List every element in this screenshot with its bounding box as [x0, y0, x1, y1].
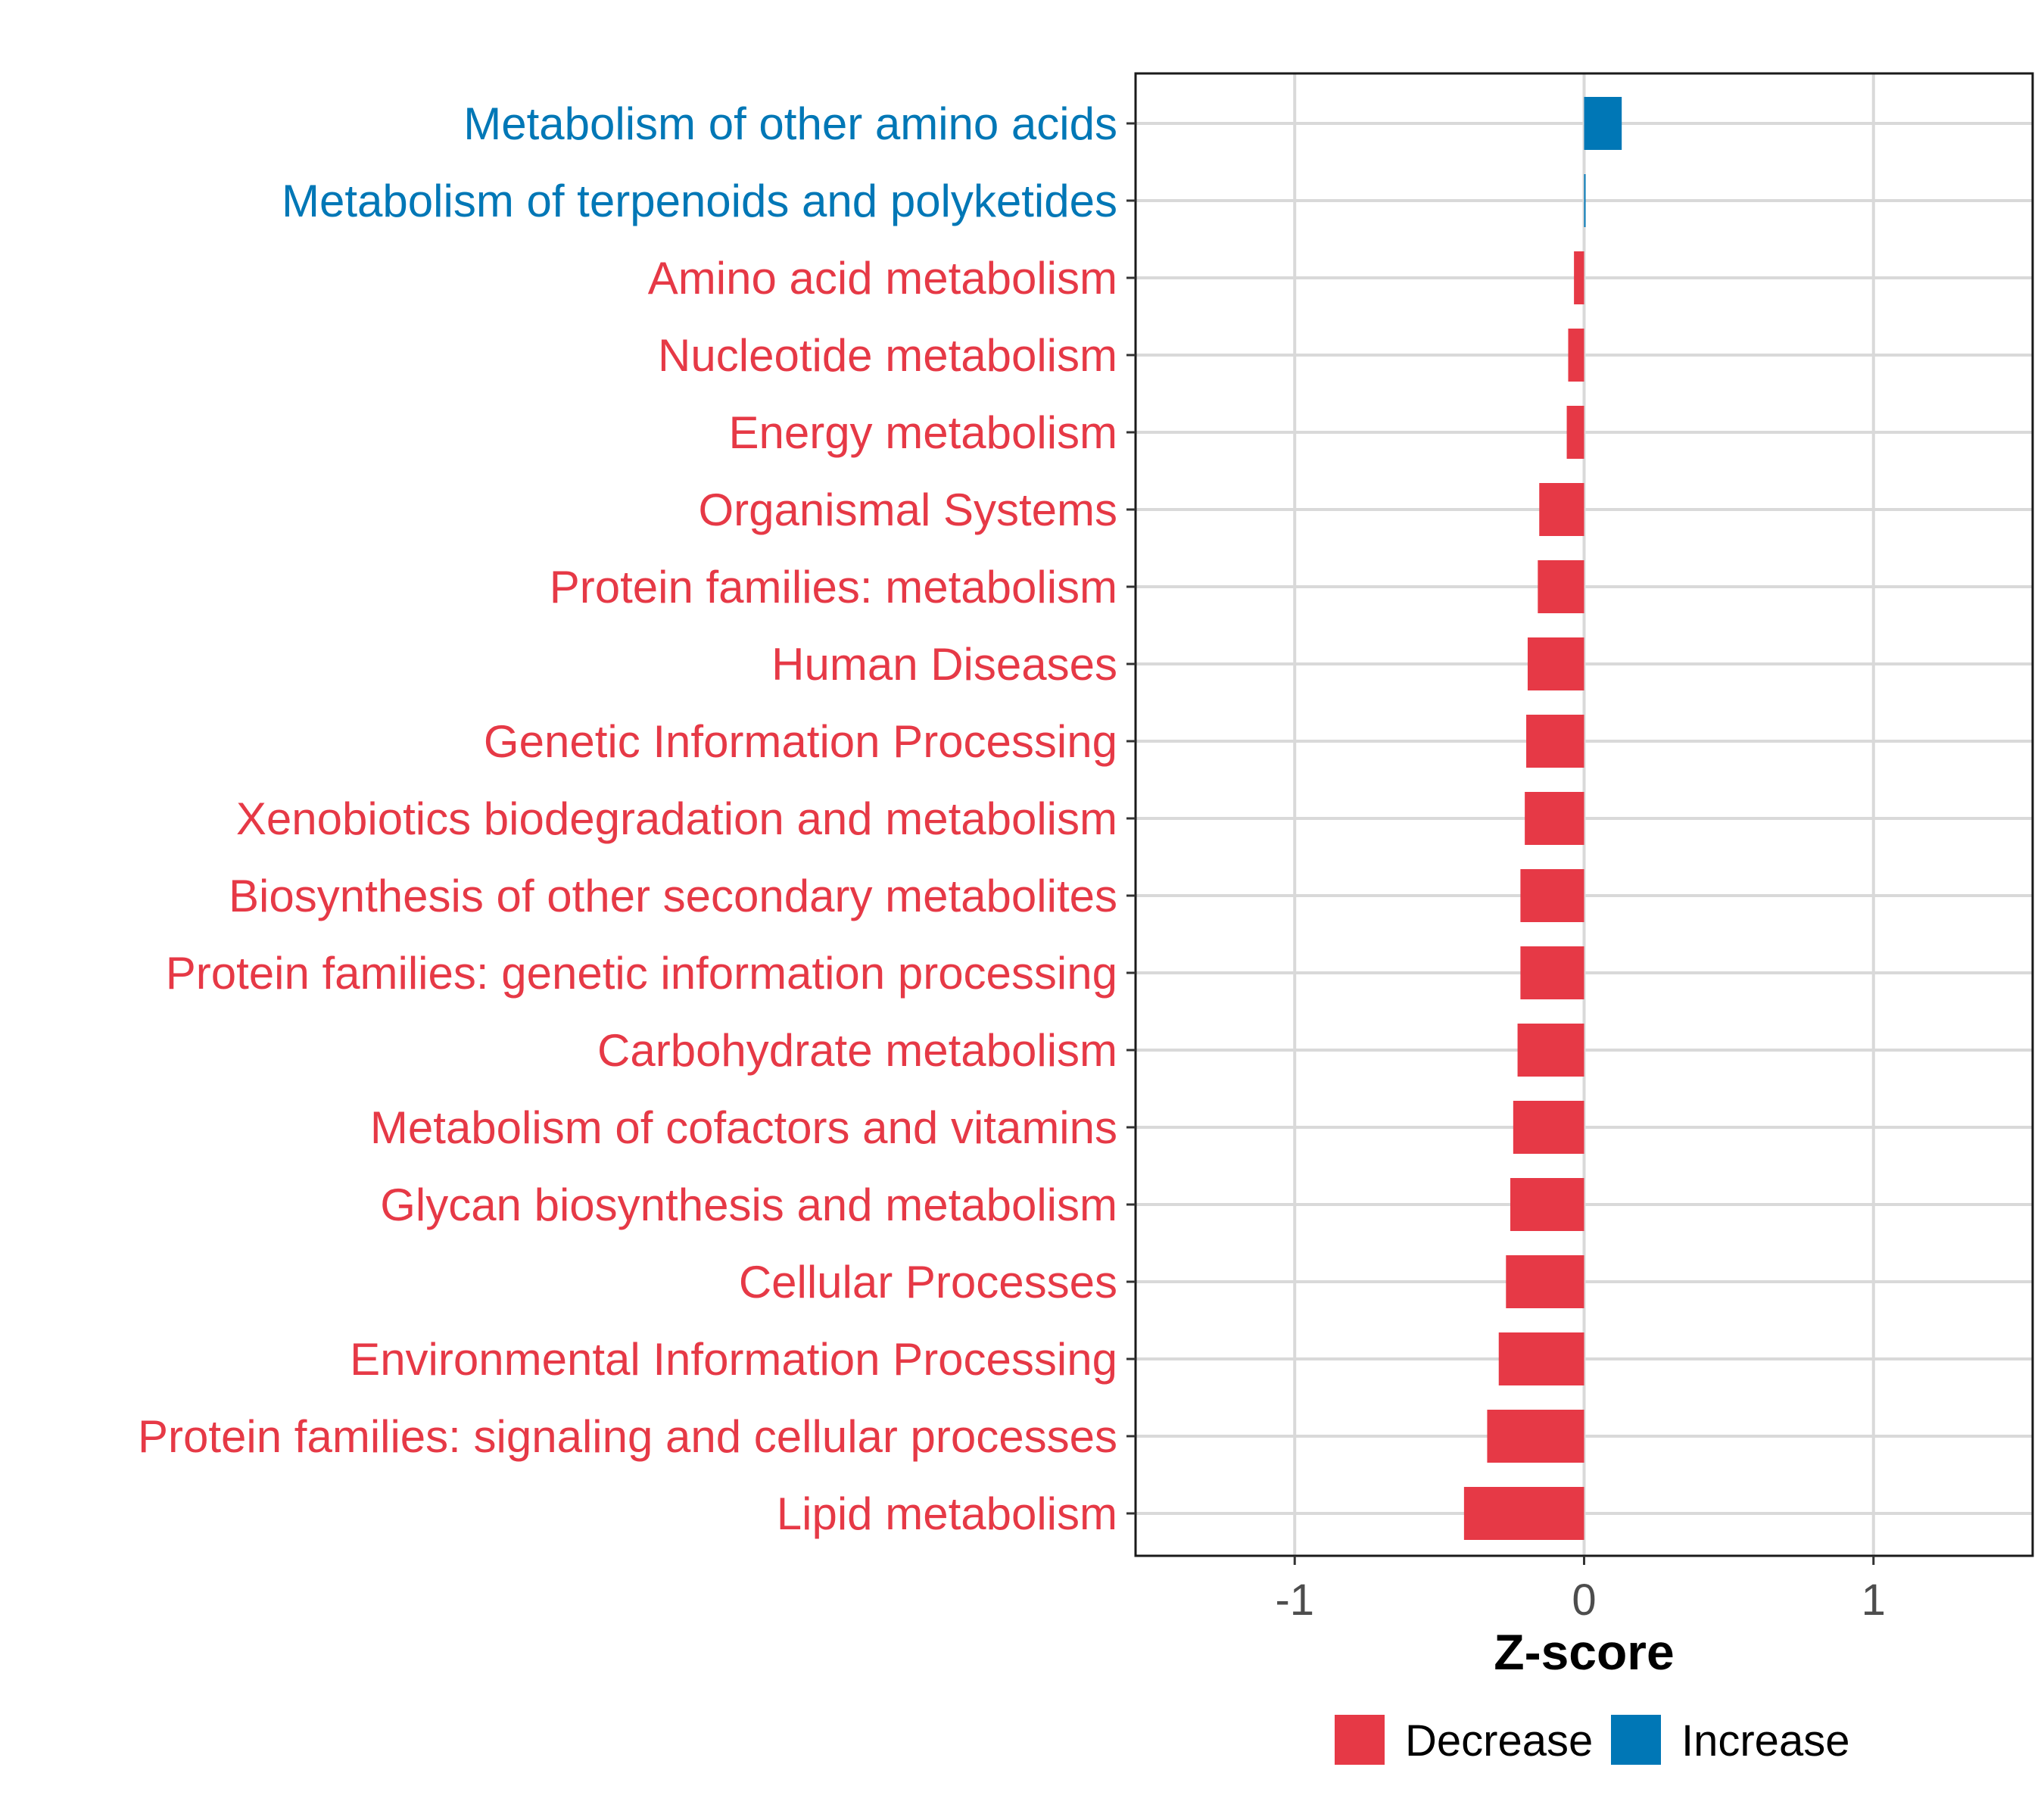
- bar: [1463, 1487, 1584, 1540]
- y-tick-label: Organismal Systems: [699, 485, 1117, 535]
- bar: [1487, 1410, 1584, 1463]
- bar: [1574, 251, 1584, 304]
- bar: [1510, 1178, 1584, 1231]
- bar: [1584, 97, 1622, 150]
- y-tick-label: Metabolism of other amino acids: [463, 98, 1117, 149]
- y-tick-label: Genetic Information Processing: [484, 716, 1117, 767]
- bar: [1584, 174, 1586, 227]
- bar: [1566, 406, 1584, 459]
- y-tick-label: Protein families: genetic information pr…: [166, 948, 1117, 999]
- bar: [1568, 329, 1584, 382]
- y-tick-label: Protein families: metabolism: [550, 562, 1117, 612]
- bar: [1517, 1024, 1584, 1077]
- y-tick-label: Energy metabolism: [728, 407, 1117, 458]
- bar: [1539, 483, 1584, 536]
- y-tick-label: Biosynthesis of other secondary metaboli…: [229, 871, 1117, 921]
- bar: [1527, 637, 1584, 690]
- legend-label: Increase: [1681, 1716, 1849, 1766]
- bar: [1520, 869, 1584, 922]
- legend-swatch: [1335, 1715, 1385, 1765]
- y-axis: Metabolism of other amino acids Metabolis…: [138, 98, 1136, 1539]
- bar: [1506, 1255, 1584, 1308]
- y-tick-label: Protein families: signaling and cellular…: [138, 1411, 1117, 1462]
- y-tick-label: Human Diseases: [771, 639, 1117, 690]
- y-tick-label: Lipid metabolism: [777, 1488, 1117, 1539]
- y-tick-label: Nucleotide metabolism: [658, 330, 1117, 381]
- x-axis: -1 0 1: [1275, 1556, 1886, 1625]
- y-tick-label: Glycan biosynthesis and metabolism: [380, 1180, 1117, 1230]
- y-tick-label: Metabolism of cofactors and vitamins: [370, 1102, 1117, 1153]
- bar-layer: [1463, 97, 1622, 1540]
- y-tick-label: Amino acid metabolism: [648, 253, 1117, 304]
- bar: [1498, 1332, 1584, 1385]
- bar: [1525, 792, 1584, 845]
- legend-label: Decrease: [1405, 1716, 1593, 1766]
- x-tick-label: 1: [1862, 1575, 1886, 1625]
- bar: [1520, 946, 1584, 999]
- y-tick-label: Xenobiotics biodegradation and metabolis…: [236, 793, 1117, 844]
- x-axis-title: Z-score: [1494, 1624, 1674, 1680]
- y-tick-label: Carbohydrate metabolism: [597, 1025, 1117, 1076]
- x-tick-label: 0: [1572, 1575, 1596, 1625]
- bar: [1513, 1101, 1584, 1154]
- bar: [1538, 560, 1584, 613]
- y-tick-label: Cellular Processes: [739, 1257, 1117, 1307]
- legend-swatch: [1611, 1715, 1661, 1765]
- y-tick-label: Environmental Information Processing: [350, 1334, 1117, 1385]
- y-tick-label: Metabolism of terpenoids and polyketides: [282, 176, 1117, 226]
- legend: Decrease Increase: [1335, 1715, 1849, 1766]
- x-tick-label: -1: [1275, 1575, 1314, 1625]
- bar: [1526, 715, 1584, 768]
